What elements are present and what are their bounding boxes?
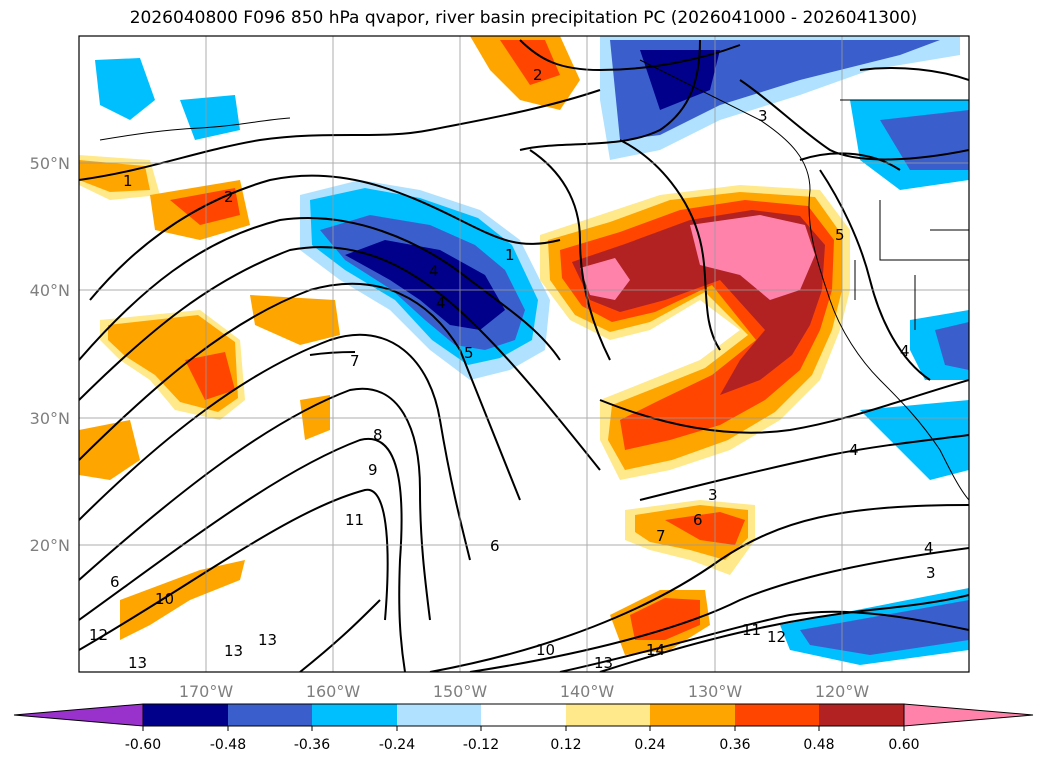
contour-label: 1 (505, 246, 515, 264)
lat-tick-label: 30°N (30, 409, 70, 428)
lon-tick-label: 160°W (306, 682, 361, 701)
precip-pc-shading (79, 36, 969, 672)
lon-tick-labels: 170°W 160°W 150°W 140°W 130°W 120°W (179, 682, 870, 701)
colorbar-tick-label: -0.24 (379, 737, 415, 753)
contour-label: 3 (926, 564, 936, 582)
contour-label: 3 (708, 486, 718, 504)
map-border (78, 35, 970, 673)
contour-label: 6 (490, 537, 500, 555)
lat-tick-label: 20°N (30, 536, 70, 555)
colorbar-tick-label: 0.24 (634, 737, 665, 753)
contour-label: 4 (429, 262, 439, 280)
contour-labels: 1 2 2 1 3 3 4 4 4 4 4 5 5 3 6 6 6 7 7 8 … (89, 66, 936, 672)
contour-label: 4 (849, 441, 859, 459)
colorbar-segment (566, 704, 650, 726)
contour-label: 6 (110, 573, 120, 591)
lon-tick-label: 150°W (433, 682, 488, 701)
contour-label: 7 (350, 352, 360, 370)
contour-label: 12 (89, 626, 108, 644)
colorbar-tick-label: -0.36 (294, 737, 330, 753)
contour-label: 6 (693, 511, 703, 529)
contour-label: 1 (123, 172, 133, 190)
colorbar-segment (312, 704, 397, 726)
contour-label: 10 (536, 641, 555, 659)
contour-label: 13 (224, 642, 243, 660)
colorbar-tick-label: -0.60 (125, 737, 161, 753)
contour-label: 13 (128, 654, 147, 672)
contour-label: 4 (436, 294, 446, 312)
contour-label: 3 (758, 107, 768, 125)
colorbar-segment (735, 704, 819, 726)
lon-tick-label: 170°W (179, 682, 234, 701)
colorbar-segment (481, 704, 566, 726)
contour-label: 13 (594, 654, 613, 672)
contour-label: 14 (646, 641, 665, 659)
contour-label: 11 (742, 621, 761, 639)
colorbar-tick-label: 0.48 (803, 737, 834, 753)
contour-label: 4 (900, 342, 910, 360)
colorbar-tick-label: 0.36 (719, 737, 750, 753)
contour-label: 5 (835, 226, 845, 244)
map-title: 2026040800 F096 850 hPa qvapor, river ba… (129, 8, 918, 28)
colorbar-min-extend (13, 703, 144, 727)
colorbar: -0.60 -0.48 -0.36 -0.24 -0.12 0.12 0.24 … (13, 703, 1034, 753)
lon-tick-label: 120°W (815, 682, 870, 701)
qvapor-contours (79, 39, 969, 672)
contour-label: 10 (155, 590, 174, 608)
graticule (79, 36, 969, 672)
colorbar-segment (228, 704, 312, 726)
lat-tick-label: 50°N (30, 154, 70, 173)
colorbar-segment (143, 704, 228, 726)
lat-tick-label: 40°N (30, 281, 70, 300)
colorbar-segment (397, 704, 481, 726)
colorbar-tick-label: -0.48 (210, 737, 246, 753)
colorbar-tick-label: -0.12 (463, 737, 499, 753)
contour-label: 12 (767, 628, 786, 646)
lon-tick-label: 140°W (560, 682, 615, 701)
colorbar-max-extend (903, 703, 1034, 727)
colorbar-tick-label: 0.12 (550, 737, 581, 753)
contour-label: 8 (373, 426, 383, 444)
colorbar-segment (650, 704, 735, 726)
lat-tick-labels: 20°N 30°N 40°N 50°N (30, 154, 70, 555)
contour-label: 4 (924, 539, 934, 557)
colorbar-segment (819, 704, 904, 726)
contour-label: 7 (656, 527, 666, 545)
coastline (99, 59, 969, 501)
map-content (79, 36, 969, 672)
colorbar-tick-label: 0.60 (888, 737, 919, 753)
contour-label: 11 (345, 511, 364, 529)
contour-label: 13 (258, 631, 277, 649)
contour-label: 5 (464, 344, 474, 362)
lon-tick-label: 130°W (688, 682, 743, 701)
contour-label: 2 (533, 66, 543, 84)
contour-label: 2 (224, 188, 234, 206)
contour-label: 9 (368, 461, 378, 479)
colorbar-frame (142, 703, 905, 727)
